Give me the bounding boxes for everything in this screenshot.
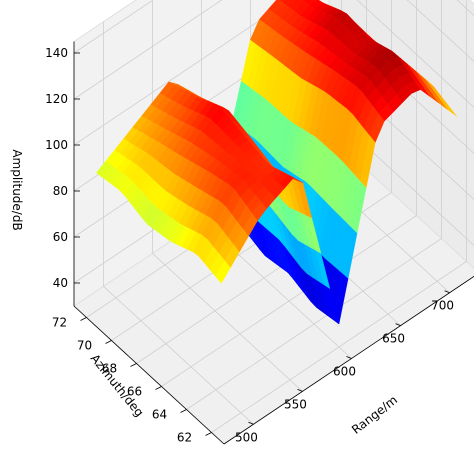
z-tick-label: 80 xyxy=(53,184,68,198)
z-gridline-side xyxy=(406,0,474,62)
y-tick-mark xyxy=(205,432,212,436)
x-tick-mark xyxy=(346,356,352,359)
y-tick-label: 64 xyxy=(152,408,167,422)
z-tick-label: 100 xyxy=(45,138,68,152)
z-gridline-side xyxy=(356,0,474,108)
x-tick-mark xyxy=(248,421,254,425)
x-gridline-floor xyxy=(152,253,303,392)
y-tick-mark xyxy=(130,363,137,367)
y-tick-label: 70 xyxy=(77,339,92,353)
y-gridline-floor xyxy=(186,238,442,410)
y-tick-mark xyxy=(105,340,112,344)
x-axis-label: Range/m xyxy=(349,393,400,437)
x-gridline-floor xyxy=(103,285,254,425)
x-tick-mark xyxy=(444,290,450,294)
axis-ticks: 500 550 600 650 700 62 64 66 68 70 72 40 60 80 100 120 1… xyxy=(45,41,474,445)
y-axis-line xyxy=(73,305,225,445)
y-gridline-floor xyxy=(211,261,467,433)
x-tick-mark xyxy=(395,323,401,326)
z-tick-label: 140 xyxy=(45,46,68,60)
surface-mesh xyxy=(96,0,457,325)
y-gridline-floor xyxy=(161,215,417,387)
y-tick-mark xyxy=(155,386,162,390)
x-tick-label: 550 xyxy=(284,397,307,411)
z-axis-label: Amplitude/dB xyxy=(10,149,24,230)
y-tick-mark xyxy=(80,317,87,321)
x-tick-label: 500 xyxy=(235,430,258,444)
z-gridline-back xyxy=(73,0,223,100)
y-tick-label: 62 xyxy=(177,431,192,445)
y-tick-label: 68 xyxy=(102,362,117,376)
x-tick-label: 650 xyxy=(382,332,405,346)
y-tick-mark xyxy=(180,409,187,413)
y-tick-label: 66 xyxy=(127,385,142,399)
z-tick-label: 120 xyxy=(45,92,68,106)
x-tick-label: 700 xyxy=(431,299,454,313)
y-tick-label: 72 xyxy=(52,316,67,330)
z-tick-label: 40 xyxy=(53,276,68,290)
z-gridline-back xyxy=(73,0,154,54)
z-tick-label: 60 xyxy=(53,230,68,244)
surface-cell xyxy=(215,260,231,284)
x-tick-mark xyxy=(297,389,303,392)
x-tick-label: 600 xyxy=(333,365,356,379)
